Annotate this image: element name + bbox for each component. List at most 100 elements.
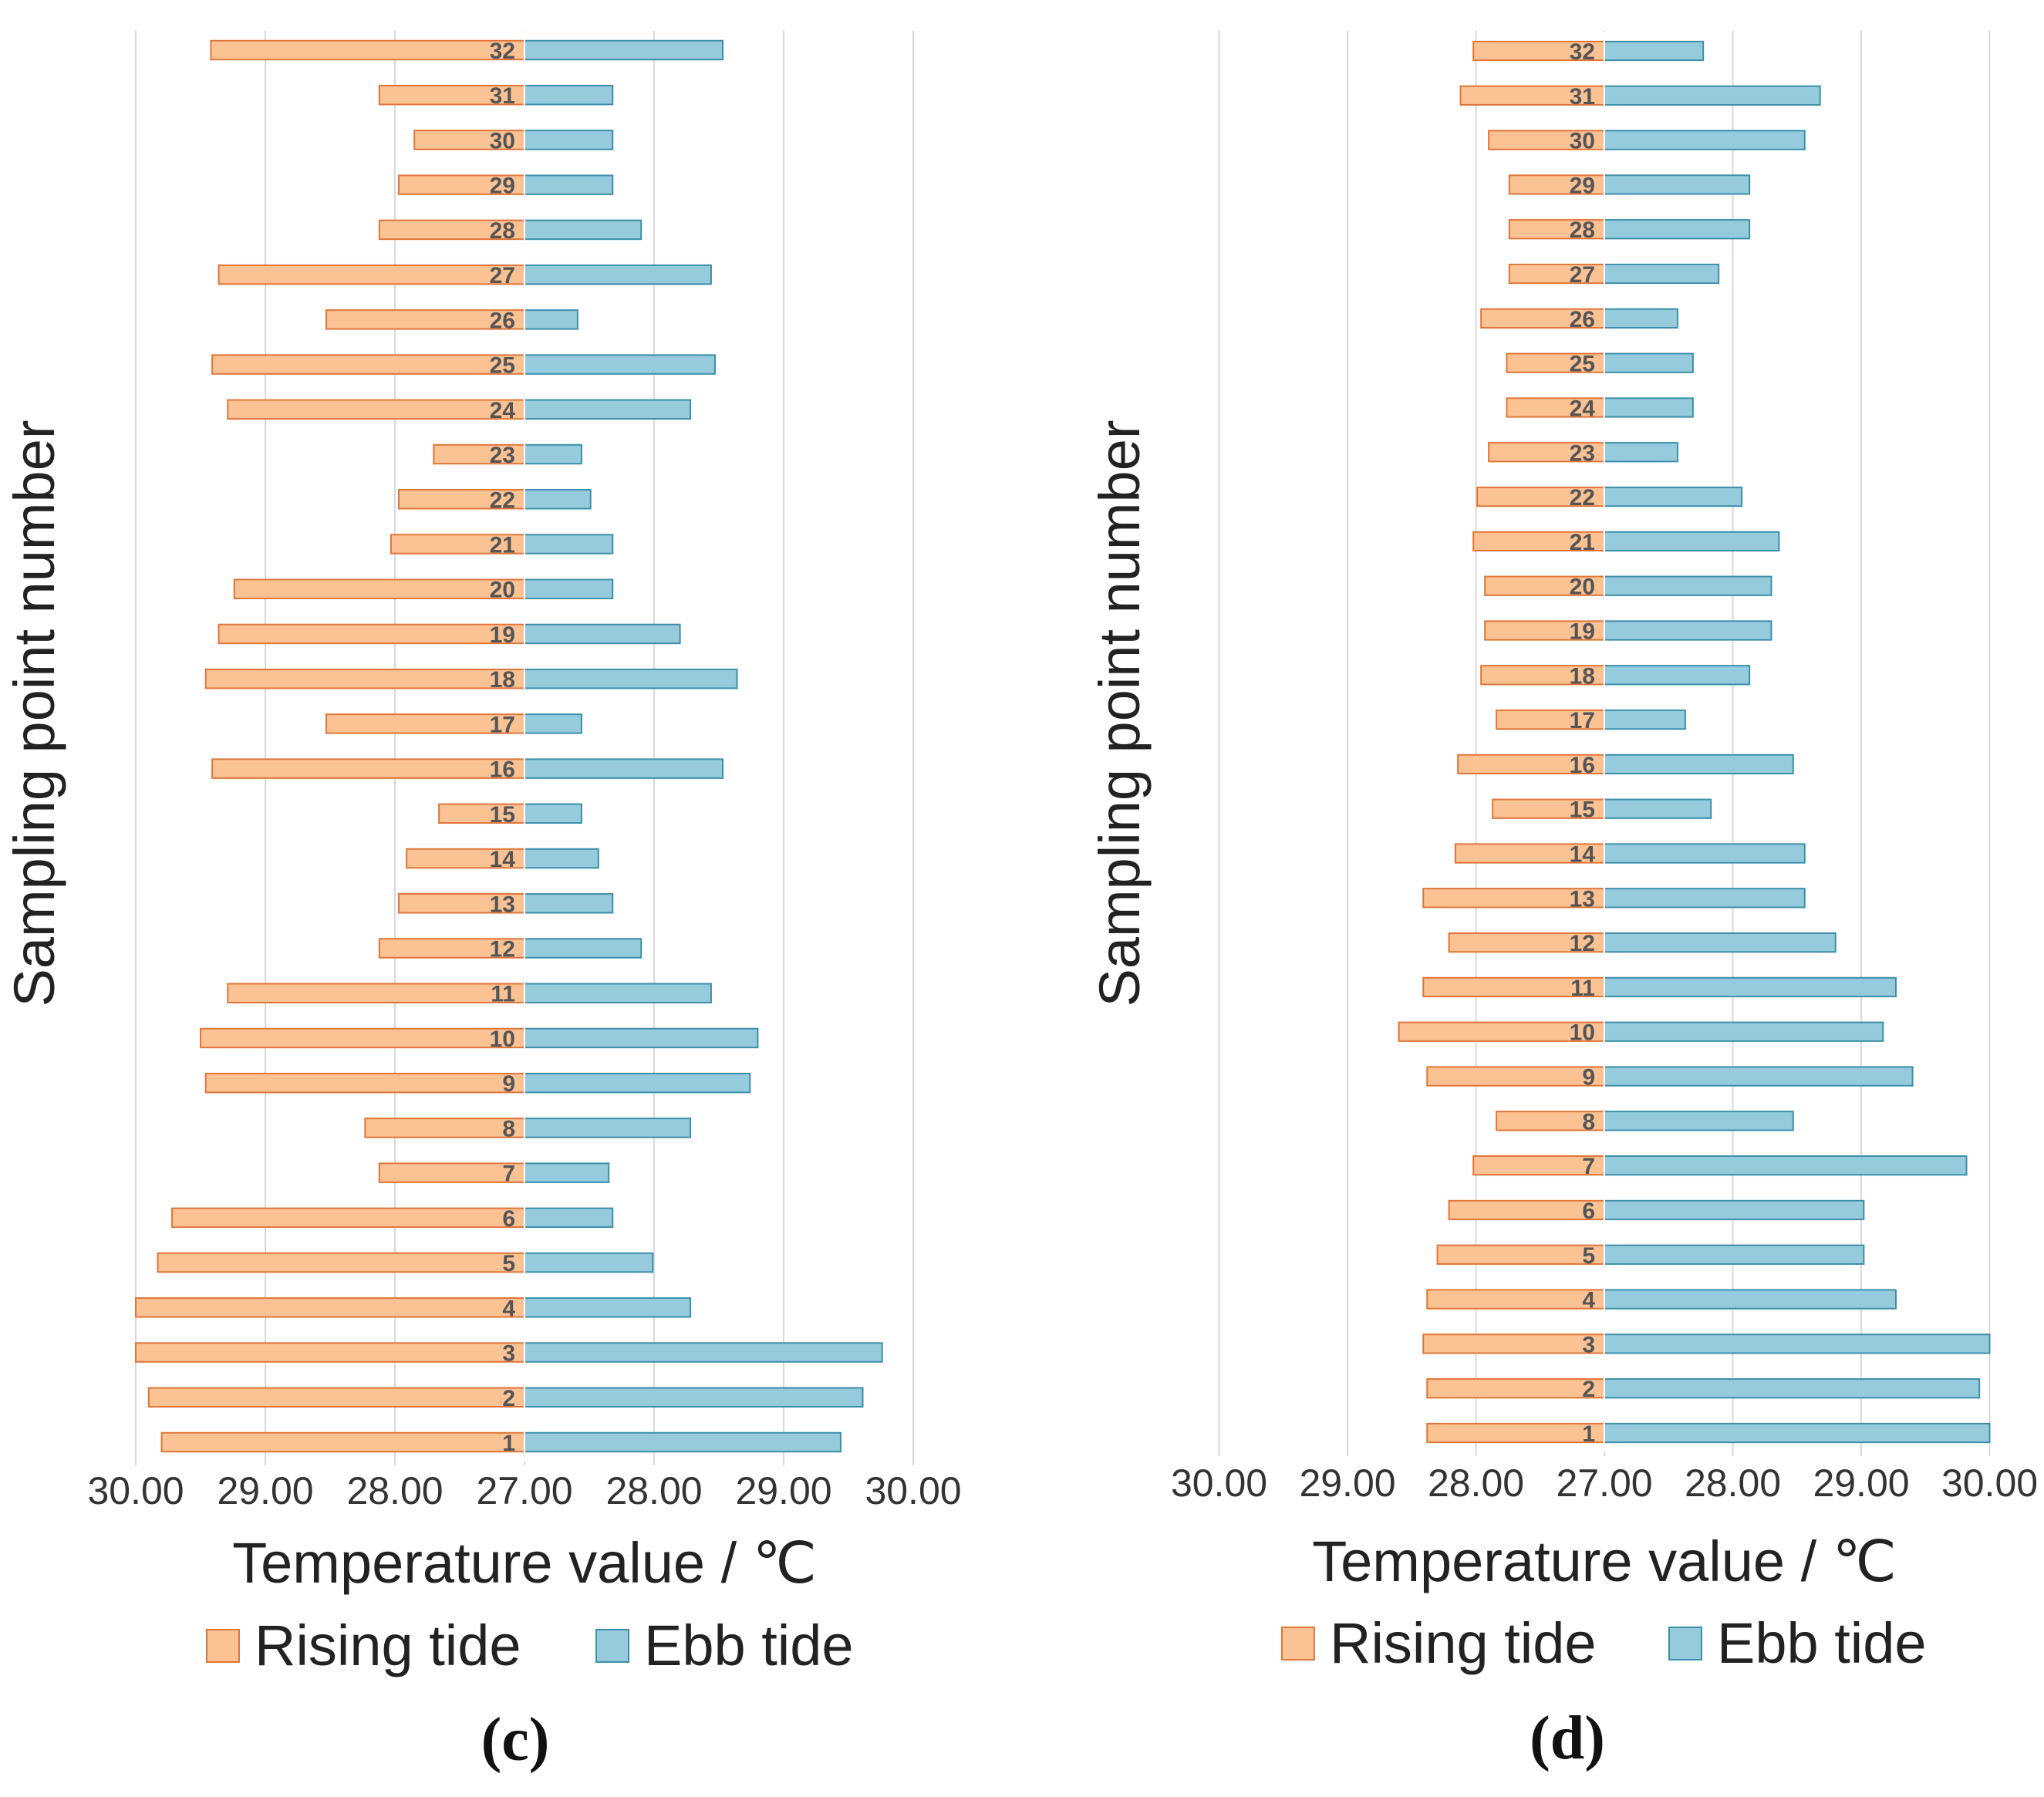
x-tick-label: 28.00	[1685, 1462, 1781, 1505]
bar-rising-28	[378, 219, 525, 241]
legend-swatch	[1281, 1627, 1315, 1660]
bar-rising-23	[1488, 442, 1606, 463]
category-label: 8	[1582, 1109, 1595, 1135]
bar-rising-21	[1472, 531, 1606, 552]
category-label: 9	[1582, 1065, 1595, 1091]
bar-rising-11	[227, 983, 525, 1003]
bar-ebb-27	[524, 264, 712, 285]
legend-swatch	[595, 1629, 629, 1663]
bar-ebb-23	[1604, 442, 1678, 463]
bar-ebb-21	[524, 534, 614, 555]
bar-rising-29	[1508, 174, 1606, 195]
category-label: 29	[490, 174, 515, 199]
category-label: 6	[502, 1206, 515, 1232]
bar-rising-17	[325, 713, 525, 734]
legend-swatch	[206, 1629, 240, 1663]
category-label: 3	[1582, 1332, 1595, 1357]
x-tick-label: 29.00	[1813, 1462, 1909, 1505]
bar-ebb-30	[1604, 130, 1806, 150]
category-label: 28	[490, 218, 515, 244]
bar-rising-14	[406, 848, 525, 869]
bar-ebb-20	[524, 578, 614, 599]
category-label: 25	[1570, 352, 1595, 377]
bar-ebb-6	[524, 1207, 614, 1229]
bar-ebb-10	[524, 1027, 759, 1049]
bar-rising-9	[204, 1072, 525, 1094]
bar-rising-27	[218, 264, 525, 285]
bar-ebb-11	[1604, 976, 1897, 998]
x-tick-label: 29.00	[217, 1469, 313, 1512]
bar-ebb-19	[524, 623, 681, 645]
category-label: 12	[490, 937, 515, 963]
x-tick-label: 30.00	[865, 1469, 961, 1512]
bar-ebb-30	[524, 130, 614, 150]
bar-rising-22	[1476, 486, 1606, 507]
category-label: 22	[490, 487, 515, 513]
category-label: 19	[490, 622, 515, 648]
bar-ebb-7	[524, 1162, 610, 1183]
bar-ebb-29	[1604, 174, 1751, 195]
x-tick-label: 27.00	[476, 1469, 572, 1512]
bar-rising-12	[1448, 932, 1606, 953]
bar-ebb-17	[524, 713, 582, 734]
bar-rising-30	[413, 130, 526, 150]
bar-ebb-5	[1604, 1244, 1865, 1265]
y-axis-title: Sampling point number	[2, 420, 66, 1007]
category-label: 16	[490, 757, 515, 783]
bar-ebb-15	[524, 803, 582, 824]
bar-ebb-3	[1604, 1333, 1991, 1354]
bar-ebb-16	[524, 758, 724, 779]
bar-rising-6	[171, 1207, 525, 1229]
category-label: 30	[1570, 129, 1595, 154]
bar-ebb-27	[1604, 263, 1720, 285]
bar-rising-25	[1506, 352, 1605, 373]
bar-ebb-23	[524, 443, 582, 465]
category-label: 32	[490, 39, 515, 64]
bar-rising-1	[160, 1431, 525, 1453]
category-label: 5	[502, 1251, 515, 1276]
bar-ebb-7	[1604, 1155, 1968, 1176]
bar-ebb-1	[1604, 1422, 1991, 1444]
bar-ebb-9	[524, 1072, 751, 1094]
category-label: 27	[490, 263, 515, 288]
category-label: 7	[502, 1161, 515, 1187]
bar-rising-4	[1426, 1289, 1605, 1310]
bar-rising-1	[1426, 1422, 1605, 1444]
category-label: 4	[1582, 1288, 1595, 1313]
category-label: 31	[490, 83, 515, 109]
category-label: 3	[502, 1341, 515, 1367]
category-label: 31	[1570, 84, 1595, 110]
category-label: 20	[490, 578, 515, 603]
bar-ebb-32	[524, 39, 724, 61]
bar-ebb-25	[524, 354, 716, 375]
bar-ebb-16	[1604, 754, 1794, 775]
bar-rising-5	[1436, 1244, 1606, 1265]
legend: Rising tide Ebb tide	[1281, 1611, 1927, 1675]
bar-ebb-20	[1604, 575, 1772, 596]
bar-rising-20	[233, 578, 525, 599]
bar-ebb-25	[1604, 352, 1694, 373]
bar-ebb-28	[1604, 219, 1751, 240]
category-label: 4	[502, 1296, 515, 1321]
bar-rising-4	[135, 1297, 525, 1318]
bar-ebb-31	[524, 84, 614, 106]
category-label: 9	[502, 1071, 515, 1097]
bar-ebb-8	[524, 1118, 692, 1138]
bar-ebb-10	[1604, 1021, 1884, 1042]
bar-rising-32	[210, 39, 525, 61]
bar-ebb-15	[1604, 798, 1712, 819]
category-label: 22	[1570, 485, 1595, 511]
bar-rising-3	[135, 1342, 525, 1363]
legend: Rising tide Ebb tide	[206, 1613, 854, 1677]
category-label: 2	[502, 1386, 515, 1411]
bar-ebb-13	[1604, 888, 1806, 909]
chart-panel-d: 30.00 29.00 28.00 27.00 28.00 29.00 30.0012345…	[1088, 31, 2038, 1772]
bar-ebb-2	[1604, 1378, 1981, 1399]
legend-label: Rising tide	[1330, 1611, 1597, 1675]
bar-ebb-22	[1604, 486, 1743, 507]
legend-label: Ebb tide	[1717, 1611, 1927, 1675]
x-tick-label: 29.00	[1299, 1462, 1395, 1505]
category-label: 32	[1570, 39, 1595, 65]
category-label: 10	[1570, 1020, 1595, 1046]
